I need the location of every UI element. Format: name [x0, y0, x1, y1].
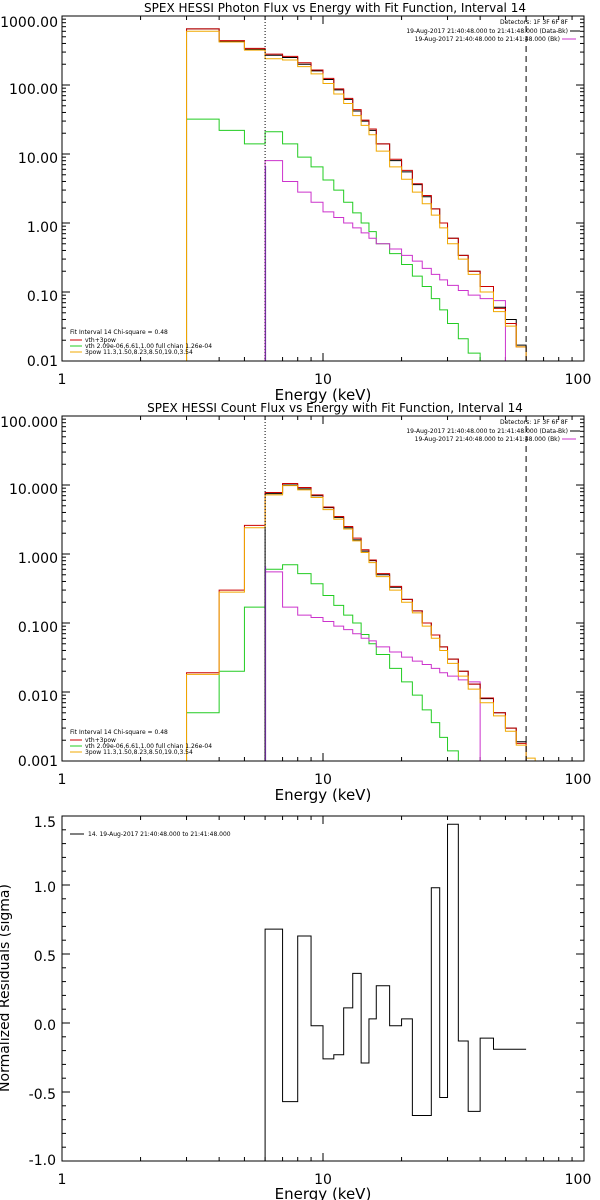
x-tick-label: 100: [565, 772, 592, 788]
legend-thermal-label: vth 2.09e-06,6.61,1.00 full chian 1.26e-…: [85, 343, 212, 350]
y-tick-label: 1.000: [18, 551, 58, 567]
legend-fit-info: Fit Interval 14 Chi-square = 0.48: [70, 329, 168, 336]
residuals-x-tick-labels: 1 10 100: [58, 1172, 592, 1188]
y-tick-label: 1000.00: [0, 15, 58, 31]
series-background: [264, 160, 506, 361]
photon-flux-series: [186, 16, 536, 362]
residuals-y-axis-label: Normalized Residuals (sigma): [0, 884, 13, 1092]
y-tick-label: 0.10: [27, 289, 58, 305]
legend-total-label: vth+3pow: [85, 737, 116, 744]
residuals-plot-frame: [61, 815, 585, 1162]
residuals-axes: [61, 815, 585, 1162]
photon-flux-legend-right: Detectors: 1F 3F 6F 8F 19-Aug-2017 21:40…: [406, 19, 580, 43]
photon-flux-title: SPEX HESSI Photon Flux vs Energy with Fi…: [144, 1, 526, 15]
legend-label: 14. 19-Aug-2017 21:40:48.000 to 21:41:48…: [88, 831, 231, 838]
legend-pow-label: 3pow 11.3,1.50,8.23,8.50,19.0,3.54: [85, 749, 193, 756]
x-tick-label: 100: [565, 1172, 592, 1188]
series-fit: [186, 30, 536, 362]
legend-fit-info: Fit Interval 14 Chi-square = 0.48: [70, 729, 168, 736]
series-residuals: [264, 823, 527, 1161]
photon-flux-y-tick-labels: 1000.00 100.00 10.00 1.00 0.10 0.01: [0, 15, 58, 370]
y-tick-label: 0.001: [18, 754, 58, 770]
photon-flux-plot-frame: [61, 15, 585, 362]
series-total: [186, 28, 536, 362]
count-flux-plot-frame: [61, 415, 585, 762]
legend-data-interval: 19-Aug-2017 21:40:48.000 to 21:41:48.000…: [406, 28, 568, 35]
residuals-panel: 1.5 1.0 0.5 0.0 -0.5 -1.0 1 10 100 Energ…: [0, 815, 591, 1200]
y-tick-label: 0.0: [34, 1018, 56, 1034]
residuals-legend: 14. 19-Aug-2017 21:40:48.000 to 21:41:48…: [70, 831, 231, 838]
count-flux-legend-left: Fit Interval 14 Chi-square = 0.48 vth+3p…: [70, 729, 212, 756]
series-total: [186, 483, 527, 761]
y-tick-label: 1.00: [27, 220, 58, 236]
count-flux-x-tick-labels: 1 10 100: [58, 772, 592, 788]
residuals-series: [264, 823, 527, 1161]
legend-total-label: vth+3pow: [85, 337, 116, 344]
y-tick-label: 100.00: [9, 82, 58, 98]
count-flux-axes: [61, 415, 585, 762]
legend-bk-interval: 19-Aug-2017 21:40:48.000 to 21:41:48.000…: [415, 36, 560, 43]
y-tick-label: 100.000: [0, 415, 58, 431]
count-flux-legend-right: Detectors: 1F 3F 6F 8F 19-Aug-2017 21:40…: [406, 419, 580, 443]
photon-flux-x-tick-labels: 1 10 100: [58, 372, 592, 388]
y-tick-label: 0.01: [27, 354, 58, 370]
y-tick-label: 1.0: [34, 880, 56, 896]
y-tick-label: 0.100: [18, 620, 58, 636]
y-tick-label: -0.5: [29, 1087, 56, 1103]
x-tick-label: 1: [58, 772, 67, 788]
x-tick-label: 100: [565, 372, 592, 388]
series-background: [264, 571, 481, 761]
y-tick-label: 0.010: [18, 689, 58, 705]
series-fit: [186, 485, 544, 762]
count-flux-series: [186, 416, 544, 762]
y-tick-label: 10.00: [18, 151, 58, 167]
photon-flux-legend-left: Fit Interval 14 Chi-square = 0.48 vth+3p…: [70, 329, 212, 356]
count-flux-panel: SPEX HESSI Count Flux vs Energy with Fit…: [0, 401, 591, 804]
count-flux-y-tick-labels: 100.000 10.000 1.000 0.100 0.010 0.001: [0, 415, 58, 770]
residuals-y-tick-labels: 1.5 1.0 0.5 0.0 -0.5 -1.0: [29, 815, 56, 1169]
series-thermal: [186, 564, 469, 762]
legend-pow-label: 3pow 11.3,1.50,8.23,8.50,19.0,3.54: [85, 349, 193, 356]
count-flux-title: SPEX HESSI Count Flux vs Energy with Fit…: [147, 401, 523, 415]
residuals-x-axis-label: Energy (keV): [275, 1185, 372, 1200]
legend-detectors: Detectors: 1F 3F 6F 8F: [500, 19, 569, 26]
y-tick-label: -1.0: [29, 1153, 56, 1169]
x-tick-label: 1: [58, 372, 67, 388]
y-tick-label: 1.5: [34, 815, 56, 831]
legend-thermal-label: vth 2.09e-06,6.61,1.00 full chian 1.26e-…: [85, 743, 212, 750]
count-flux-x-axis-label: Energy (keV): [275, 786, 372, 804]
legend-detectors: Detectors: 1F 3F 6F 8F: [500, 419, 569, 426]
legend-bk-interval: 19-Aug-2017 21:40:48.000 to 21:41:48.000…: [415, 436, 560, 443]
photon-flux-panel: SPEX HESSI Photon Flux vs Energy with Fi…: [0, 1, 591, 404]
y-tick-label: 10.000: [9, 482, 58, 498]
photon-flux-x-axis-label: Energy (keV): [275, 386, 372, 404]
series-data: [186, 28, 527, 361]
series-thermal: [186, 118, 494, 362]
x-tick-label: 10: [314, 772, 332, 788]
x-tick-label: 10: [314, 1172, 332, 1188]
series-data: [264, 484, 527, 761]
y-tick-label: 0.5: [34, 949, 56, 965]
legend-data-interval: 19-Aug-2017 21:40:48.000 to 21:41:48.000…: [406, 428, 568, 435]
x-tick-label: 10: [314, 372, 332, 388]
x-tick-label: 1: [58, 1172, 67, 1188]
